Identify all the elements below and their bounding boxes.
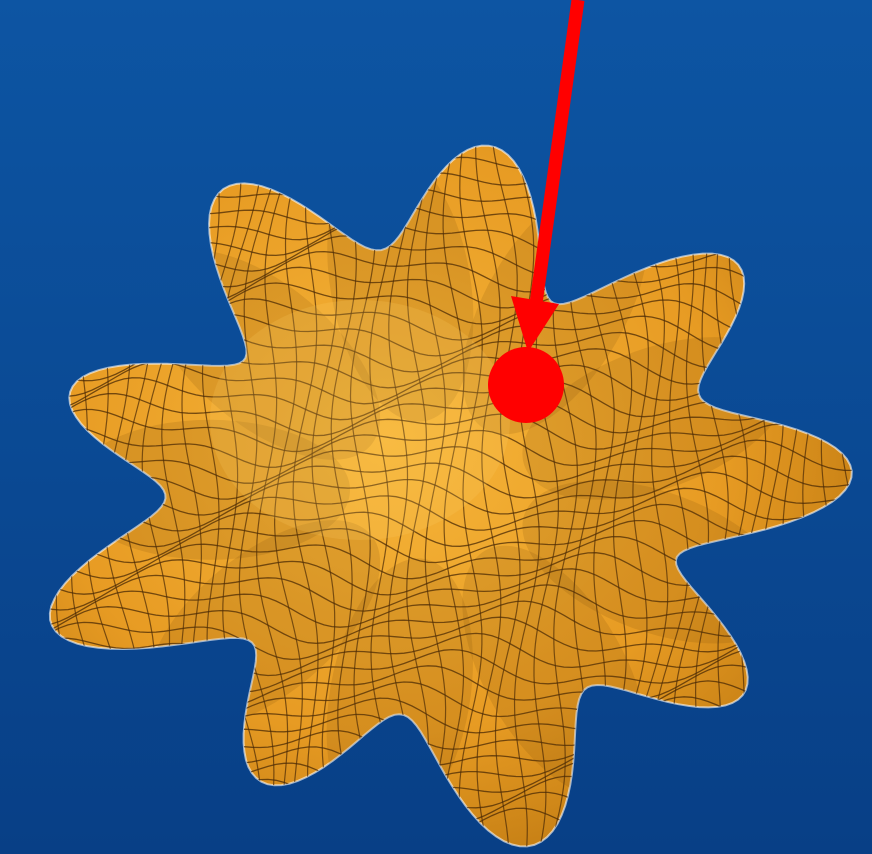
mesh-longitude-line	[311, 145, 346, 847]
lobe-shadow	[70, 419, 350, 560]
mesh-latitude-line	[49, 391, 852, 437]
mesh-latitude-line	[49, 439, 852, 484]
pointer-arrow-shaft	[527, 0, 585, 319]
mesh-longitude-line	[458, 145, 483, 847]
surface-highlight	[210, 300, 510, 540]
mesh-latitude-line	[49, 632, 852, 677]
mesh-longitude-line	[441, 145, 465, 847]
pointer-target-dot	[488, 347, 564, 423]
mesh-longitude-line	[505, 145, 540, 847]
mesh-longitude-line	[222, 145, 263, 847]
mesh-longitude-line	[424, 145, 447, 847]
mesh-longitude-line	[292, 145, 328, 847]
pointer-annotation	[488, 0, 585, 423]
mesh-longitude-line	[238, 145, 284, 847]
mesh-longitude-line	[273, 145, 318, 847]
mesh-latitude-line	[49, 487, 852, 532]
surface-body	[48, 144, 853, 848]
mesh-latitude-line	[49, 600, 852, 644]
mesh-latitude-line	[49, 503, 852, 548]
mesh-longitude-line	[490, 145, 521, 847]
mesh-longitude-line	[256, 145, 303, 847]
mesh-latitude-line	[49, 423, 852, 468]
mesh-latitude-line	[49, 616, 852, 661]
mesh-latitude-line	[49, 407, 852, 453]
mesh-longitude-line	[406, 145, 430, 847]
mesh-latitude-line	[49, 455, 852, 500]
mesh-longitude-line	[475, 145, 502, 847]
pointer-arrow-head	[511, 296, 559, 352]
